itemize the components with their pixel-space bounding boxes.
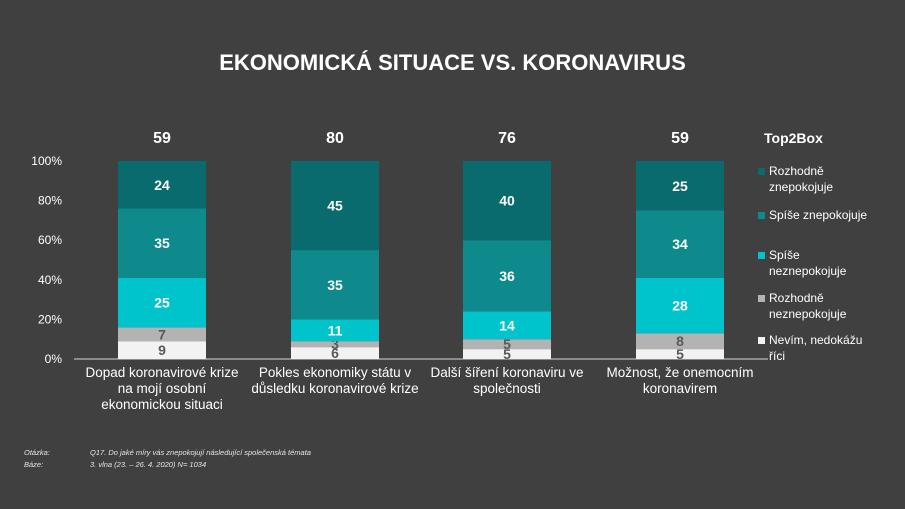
data-label: 5 [503,336,511,352]
category-label: společnosti [473,381,541,396]
category-label: ekonomickou situaci [101,397,223,412]
bar-segment [463,161,551,241]
question-text: Q17. Do jaké míry vás znepokojují násled… [90,448,311,457]
bar-segment [291,341,379,348]
legend-label: neznepokojuje [769,264,847,278]
data-label: 24 [154,177,170,193]
legend-item: Rozhodně neznepokojuje [758,290,903,322]
data-label: 11 [328,322,343,338]
category-label: Možnost, že onemocním [606,365,753,380]
bar-segment [118,277,206,328]
bar-segment [636,333,724,350]
bar-segment [118,327,206,342]
bar-segment [291,347,379,359]
bar-segment [636,210,724,278]
legend-item: Spíše znepokojuje [758,207,903,223]
category-label: Další šíření koronaviru ve [430,365,583,380]
y-tick-label: 80% [38,194,62,208]
top2box-value: 59 [671,130,689,147]
question-label: Otázka: [24,448,50,457]
category-label: na mojí osobní [118,381,207,396]
category-label: důsledku koronavirové krize [251,381,418,396]
bar-segment [118,341,206,359]
y-tick-label: 0% [45,352,63,366]
chart-title: EKONOMICKÁ SITUACE VS. KORONAVIRUS [219,50,686,75]
category-label: koronavirem [643,381,717,396]
legend-swatch [758,337,765,344]
footer: Otázka: Q17. Do jaké míry vás znepokojují… [24,447,311,471]
data-label: 9 [158,342,166,358]
top2box-value: 80 [326,130,344,147]
data-label: 25 [154,295,170,311]
category-label: Dopad koronavirové krize [85,365,238,380]
data-label: 8 [676,333,684,349]
base-label: Báze: [24,460,44,469]
bar-segment [636,161,724,211]
base-text: 3. vlna (23. – 26. 4. 2020) N= 1034 [90,460,207,469]
legend-label: Nevím, nedokážu [769,333,863,347]
bar-segment [463,349,551,359]
bar-segment [463,311,551,340]
legend-item: Nevím, nedokážu říci [758,332,903,364]
legend-title: Top2Box [764,130,823,146]
data-label: 28 [672,298,688,314]
bar-segment [636,349,724,359]
y-tick-label: 100% [31,154,62,168]
bar-segment [291,250,379,320]
bar-segment [118,161,206,209]
data-label: 40 [499,193,515,209]
bar-segment [636,277,724,334]
legend-item: Rozhodně znepokojuje [758,163,903,195]
legend-label: Rozhodně [769,291,824,305]
data-label: 35 [154,235,170,251]
data-label: 34 [672,236,688,252]
legend-label: znepokojuje [769,180,834,194]
legend-swatch [758,252,765,259]
legend-swatch [758,168,765,175]
legend-item: Spíše neznepokojuje [758,247,903,279]
bar-segment [291,161,379,251]
legend-label: neznepokojuje [769,307,847,321]
y-tick-label: 40% [38,273,62,287]
y-tick-label: 60% [38,233,62,247]
top2box-value: 59 [153,130,171,147]
legend-swatch [758,295,765,302]
y-tick-label: 20% [38,312,62,326]
legend-label: Rozhodně [769,164,824,178]
bar-segment [463,339,551,350]
data-label: 36 [499,268,515,284]
bar-segment [291,319,379,342]
data-label: 35 [327,277,343,293]
top2box-value: 76 [498,130,516,147]
data-label: 45 [327,198,343,214]
category-label: Pokles ekonomiky státu v [259,365,412,380]
legend-swatch [758,212,765,219]
bar-segment [118,208,206,278]
legend-label: říci [769,349,785,363]
data-label: 14 [499,317,515,333]
legend-label: Spíše znepokojuje [769,208,868,222]
legend-label: Spíše [769,248,800,262]
bar-segment [463,240,551,312]
data-label: 6 [331,345,339,361]
data-label: 5 [676,346,684,362]
data-label: 7 [158,326,166,342]
data-label: 25 [672,178,688,194]
data-label: 5 [503,346,511,362]
data-label: 3 [331,336,339,352]
